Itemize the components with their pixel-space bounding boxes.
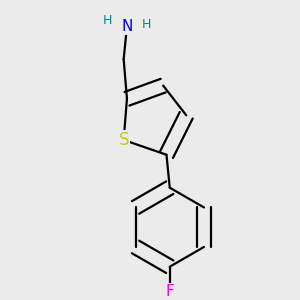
Text: H: H <box>141 18 151 31</box>
Text: F: F <box>165 284 174 299</box>
Text: H: H <box>103 14 112 27</box>
Text: S: S <box>118 131 129 149</box>
Text: N: N <box>121 19 133 34</box>
